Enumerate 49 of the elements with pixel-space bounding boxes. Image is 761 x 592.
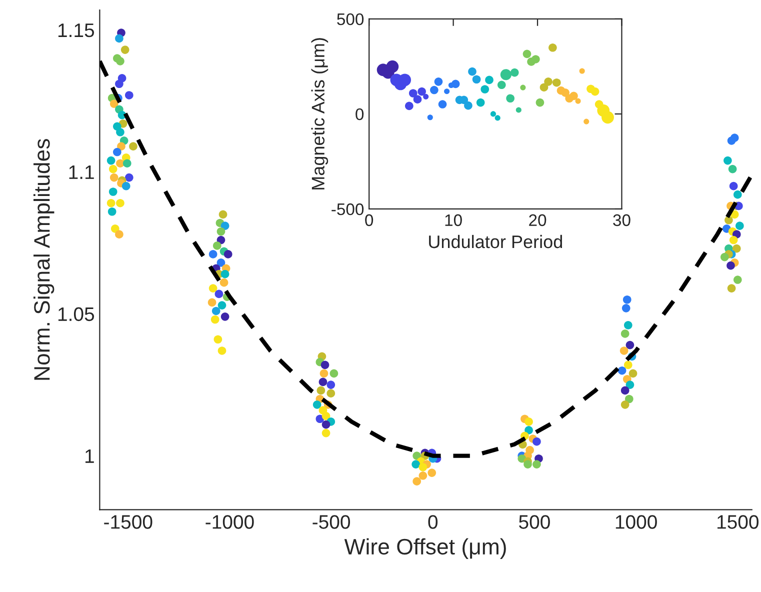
x-tick-label: -500 bbox=[312, 515, 350, 529]
point bbox=[522, 50, 532, 58]
point bbox=[434, 77, 443, 86]
point bbox=[476, 98, 485, 107]
point bbox=[548, 43, 557, 52]
point bbox=[536, 98, 544, 107]
point bbox=[413, 95, 422, 104]
point bbox=[506, 94, 514, 103]
y-tick-label: 1 bbox=[86, 449, 94, 463]
x-tick-label: 10 bbox=[445, 214, 462, 226]
point bbox=[438, 100, 447, 108]
point bbox=[544, 77, 552, 86]
x-tick-label: 1000 bbox=[616, 515, 657, 529]
x-tick-label: 1500 bbox=[718, 515, 759, 529]
point bbox=[570, 92, 578, 100]
point bbox=[408, 89, 418, 98]
point bbox=[451, 80, 460, 88]
y-tick-label: 0 bbox=[356, 108, 364, 120]
x-tick-label: 20 bbox=[529, 214, 546, 226]
y-tick-label: 1.1 bbox=[69, 166, 94, 179]
x-axis-title: Wire Offset (μm) bbox=[344, 538, 506, 559]
x-tick-label: -1500 bbox=[104, 515, 152, 529]
point bbox=[464, 101, 472, 110]
x-tick-label: 0 bbox=[428, 515, 438, 529]
point bbox=[405, 102, 414, 110]
point bbox=[590, 87, 600, 96]
point bbox=[532, 55, 540, 64]
point bbox=[510, 68, 519, 77]
point bbox=[540, 83, 548, 92]
x-tick-label: 500 bbox=[519, 515, 550, 529]
point bbox=[561, 88, 570, 97]
x-tick-label: -1000 bbox=[206, 515, 254, 529]
point bbox=[485, 76, 494, 84]
y-tick-label: 500 bbox=[337, 13, 364, 26]
x-axis-title: Undulator Period bbox=[429, 234, 562, 248]
y-tick-label: 1.15 bbox=[58, 24, 94, 38]
x-tick-label: 0 bbox=[365, 214, 374, 226]
x-tick-label: 30 bbox=[613, 214, 630, 226]
point bbox=[468, 67, 476, 76]
y-axis-title: Magnetic Axis (μm) bbox=[311, 38, 328, 190]
point bbox=[552, 78, 561, 87]
y-tick-label: 1.05 bbox=[58, 307, 94, 322]
point bbox=[472, 75, 481, 84]
point bbox=[418, 87, 426, 96]
y-tick-label: -500 bbox=[332, 203, 364, 216]
point bbox=[480, 85, 490, 94]
y-axis-title: Norm. Signal Amplitudes bbox=[33, 139, 54, 380]
point bbox=[430, 86, 438, 94]
point bbox=[497, 80, 506, 90]
